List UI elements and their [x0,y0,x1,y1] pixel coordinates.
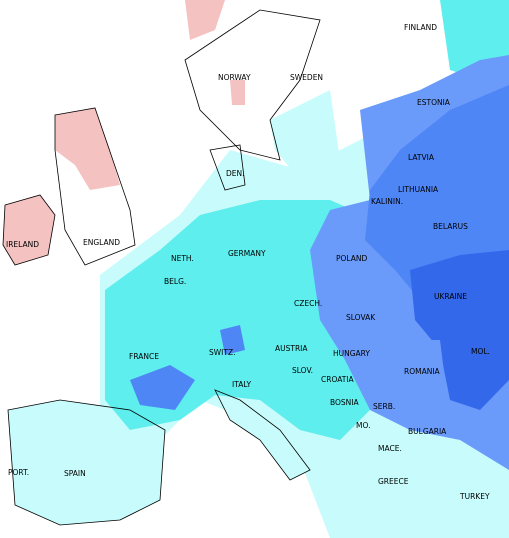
country-label: ROMANIA [404,367,441,376]
country-label: BELG. [164,277,186,286]
country-label: ENGLAND [83,238,120,247]
country-label: FINLAND [404,23,437,32]
country-label: POLAND [336,254,368,263]
country-label: HUNGARY [333,349,370,358]
country-label: SPAIN [64,469,86,478]
country-label: LATVIA [408,153,435,162]
country-label: SWEDEN [290,73,323,82]
country-label: AUSTRIA [275,344,308,353]
country-label: TURKEY [459,492,490,501]
country-label: PORT. [8,468,29,477]
country-label: FRANCE [129,352,159,361]
country-label: MACE. [378,444,402,453]
country-label: CROATIA [321,375,355,384]
country-label: GERMANY [228,249,266,258]
country-labels: FINLAND NORWAY SWEDEN ESTONIA LATVIA DEN… [6,23,490,501]
country-label: LITHUANIA [398,185,439,194]
country-label: BELARUS [433,222,468,231]
country-label: IRELAND [6,240,39,249]
country-label: NORWAY [218,73,251,82]
country-label: SLOVAK [346,313,376,322]
country-label: ESTONIA [417,98,451,107]
country-label: SWITZ. [209,348,236,357]
country-label: GREECE [378,477,409,486]
country-label: ITALY [232,380,252,389]
country-label: CZECH. [294,299,322,308]
country-label: NETH. [171,254,194,263]
country-label: UKRAINE [434,292,467,301]
country-label: BULGARIA [408,427,447,436]
country-label: MOL. [471,347,490,356]
country-label: SERB. [373,402,395,411]
country-label: KALININ. [371,197,403,206]
country-label: DEN. [226,169,245,178]
country-label: BOSNIA [330,398,359,407]
country-label: MO. [356,421,370,430]
country-label: SLOV. [292,366,313,375]
